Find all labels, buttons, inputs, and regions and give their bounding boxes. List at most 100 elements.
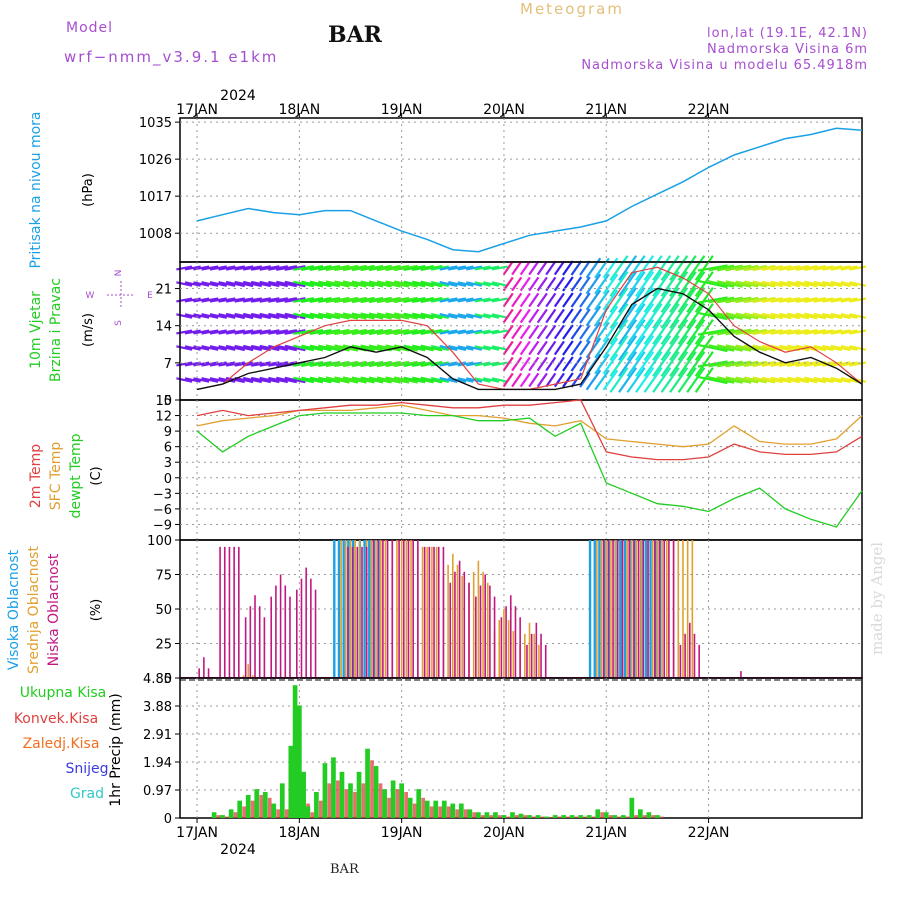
wind-barb <box>301 280 324 288</box>
precip-convective-bar <box>276 809 281 818</box>
precip-total-bar <box>629 797 635 818</box>
wind-barb <box>209 329 227 335</box>
elevation-label: Nadmorska Visina 6m <box>707 42 868 57</box>
wind-barb <box>553 260 565 276</box>
wind-barb <box>609 255 629 281</box>
wind-barb <box>770 344 792 352</box>
wind-barb <box>368 296 392 304</box>
precip-total-bar <box>390 780 396 818</box>
wind-barb <box>804 312 827 320</box>
wind-barb <box>697 264 728 272</box>
wind-barb <box>652 255 672 281</box>
wind-barb <box>822 297 843 303</box>
wind-barb <box>602 369 619 391</box>
wind-barb <box>787 265 810 271</box>
wind-barb <box>643 351 663 377</box>
wind-barb <box>511 276 523 292</box>
precip-total-bar <box>586 815 592 818</box>
wind-barb <box>743 344 767 352</box>
wind-barb <box>457 297 474 303</box>
wind-barb <box>403 265 426 271</box>
wind-barb <box>218 361 236 367</box>
wind-barb <box>536 276 548 292</box>
wind-barb <box>618 287 638 313</box>
cloud-ytick-label: 100 <box>147 534 172 549</box>
wind-barb <box>268 329 289 335</box>
wind-barb <box>545 292 557 308</box>
wind-barb <box>830 312 851 320</box>
wind-barb <box>218 297 236 303</box>
wind-barb <box>309 265 332 271</box>
wind-barb <box>686 303 706 329</box>
wind-barb <box>779 280 801 288</box>
wind-barb <box>779 376 801 384</box>
wind-barb <box>536 356 548 372</box>
wind-barb <box>585 353 602 375</box>
precip-total-bar <box>535 815 541 818</box>
wind-barb <box>787 376 810 384</box>
wind-barb <box>830 280 851 288</box>
wind-barb <box>448 281 467 287</box>
wind-barb <box>342 312 367 320</box>
wind-barb <box>276 280 298 288</box>
wind-barb <box>779 312 801 320</box>
wind-barb <box>393 328 418 336</box>
wind-barb <box>570 324 583 340</box>
wind-barb <box>804 376 827 384</box>
precip-total-bar <box>262 792 268 818</box>
wind-barb <box>840 361 858 367</box>
wind-barb <box>849 313 867 319</box>
wind-barb <box>284 329 306 335</box>
cloud-ylabel-mid: Srednja Oblacnost <box>26 546 42 674</box>
wind-barb <box>840 377 858 383</box>
wind-barb <box>795 312 818 320</box>
wind-barb <box>325 376 350 384</box>
wind-barb <box>609 319 629 345</box>
precip-total-bar <box>292 685 298 818</box>
wind-barb <box>403 312 426 320</box>
wind-barb <box>686 351 706 377</box>
wind-barb <box>393 280 418 288</box>
wind-barb <box>697 279 728 289</box>
wind-barb <box>626 271 646 297</box>
wind-barb <box>708 376 735 384</box>
wind-barb <box>385 280 410 288</box>
wind-barb <box>420 265 443 271</box>
wind-barb <box>528 260 540 276</box>
wind-barb <box>609 303 629 329</box>
wind-barb <box>708 264 735 272</box>
wind-barb <box>626 255 646 281</box>
wind-barb <box>491 377 508 383</box>
precip-convective-bar <box>242 806 247 818</box>
wind-barb <box>735 280 759 288</box>
wind-ylabel: 10m Vjetar <box>28 291 44 369</box>
wind-barb <box>242 280 263 288</box>
wind-barb <box>293 297 315 303</box>
wind-barb <box>697 328 728 336</box>
precip-convective-bar <box>387 797 391 818</box>
wind-barb <box>822 344 843 352</box>
wind-barb <box>770 280 792 288</box>
wind-barb <box>618 319 638 345</box>
wind-barb <box>822 329 843 335</box>
temp-unit: (C) <box>89 466 104 485</box>
wind-barb <box>669 367 689 393</box>
precip-total-bar <box>416 789 422 818</box>
wind-barb <box>376 344 401 352</box>
wind-barb <box>466 329 483 335</box>
wind-barb <box>234 361 254 367</box>
wind-barb <box>176 329 193 335</box>
wind-barb <box>669 335 689 361</box>
wind-barb <box>268 297 289 303</box>
wind-barb <box>466 313 483 319</box>
wind-barb <box>242 329 262 335</box>
wind-barb <box>694 351 714 377</box>
wind-barb <box>420 376 443 384</box>
wind-barb <box>716 344 743 352</box>
wind-barb <box>403 329 426 335</box>
wind-barb <box>242 376 263 384</box>
wind-barb <box>393 312 418 320</box>
wind-barb <box>360 264 384 272</box>
precip-total-bar <box>271 803 277 818</box>
precip-ytick-label: 4.85 <box>143 672 172 687</box>
